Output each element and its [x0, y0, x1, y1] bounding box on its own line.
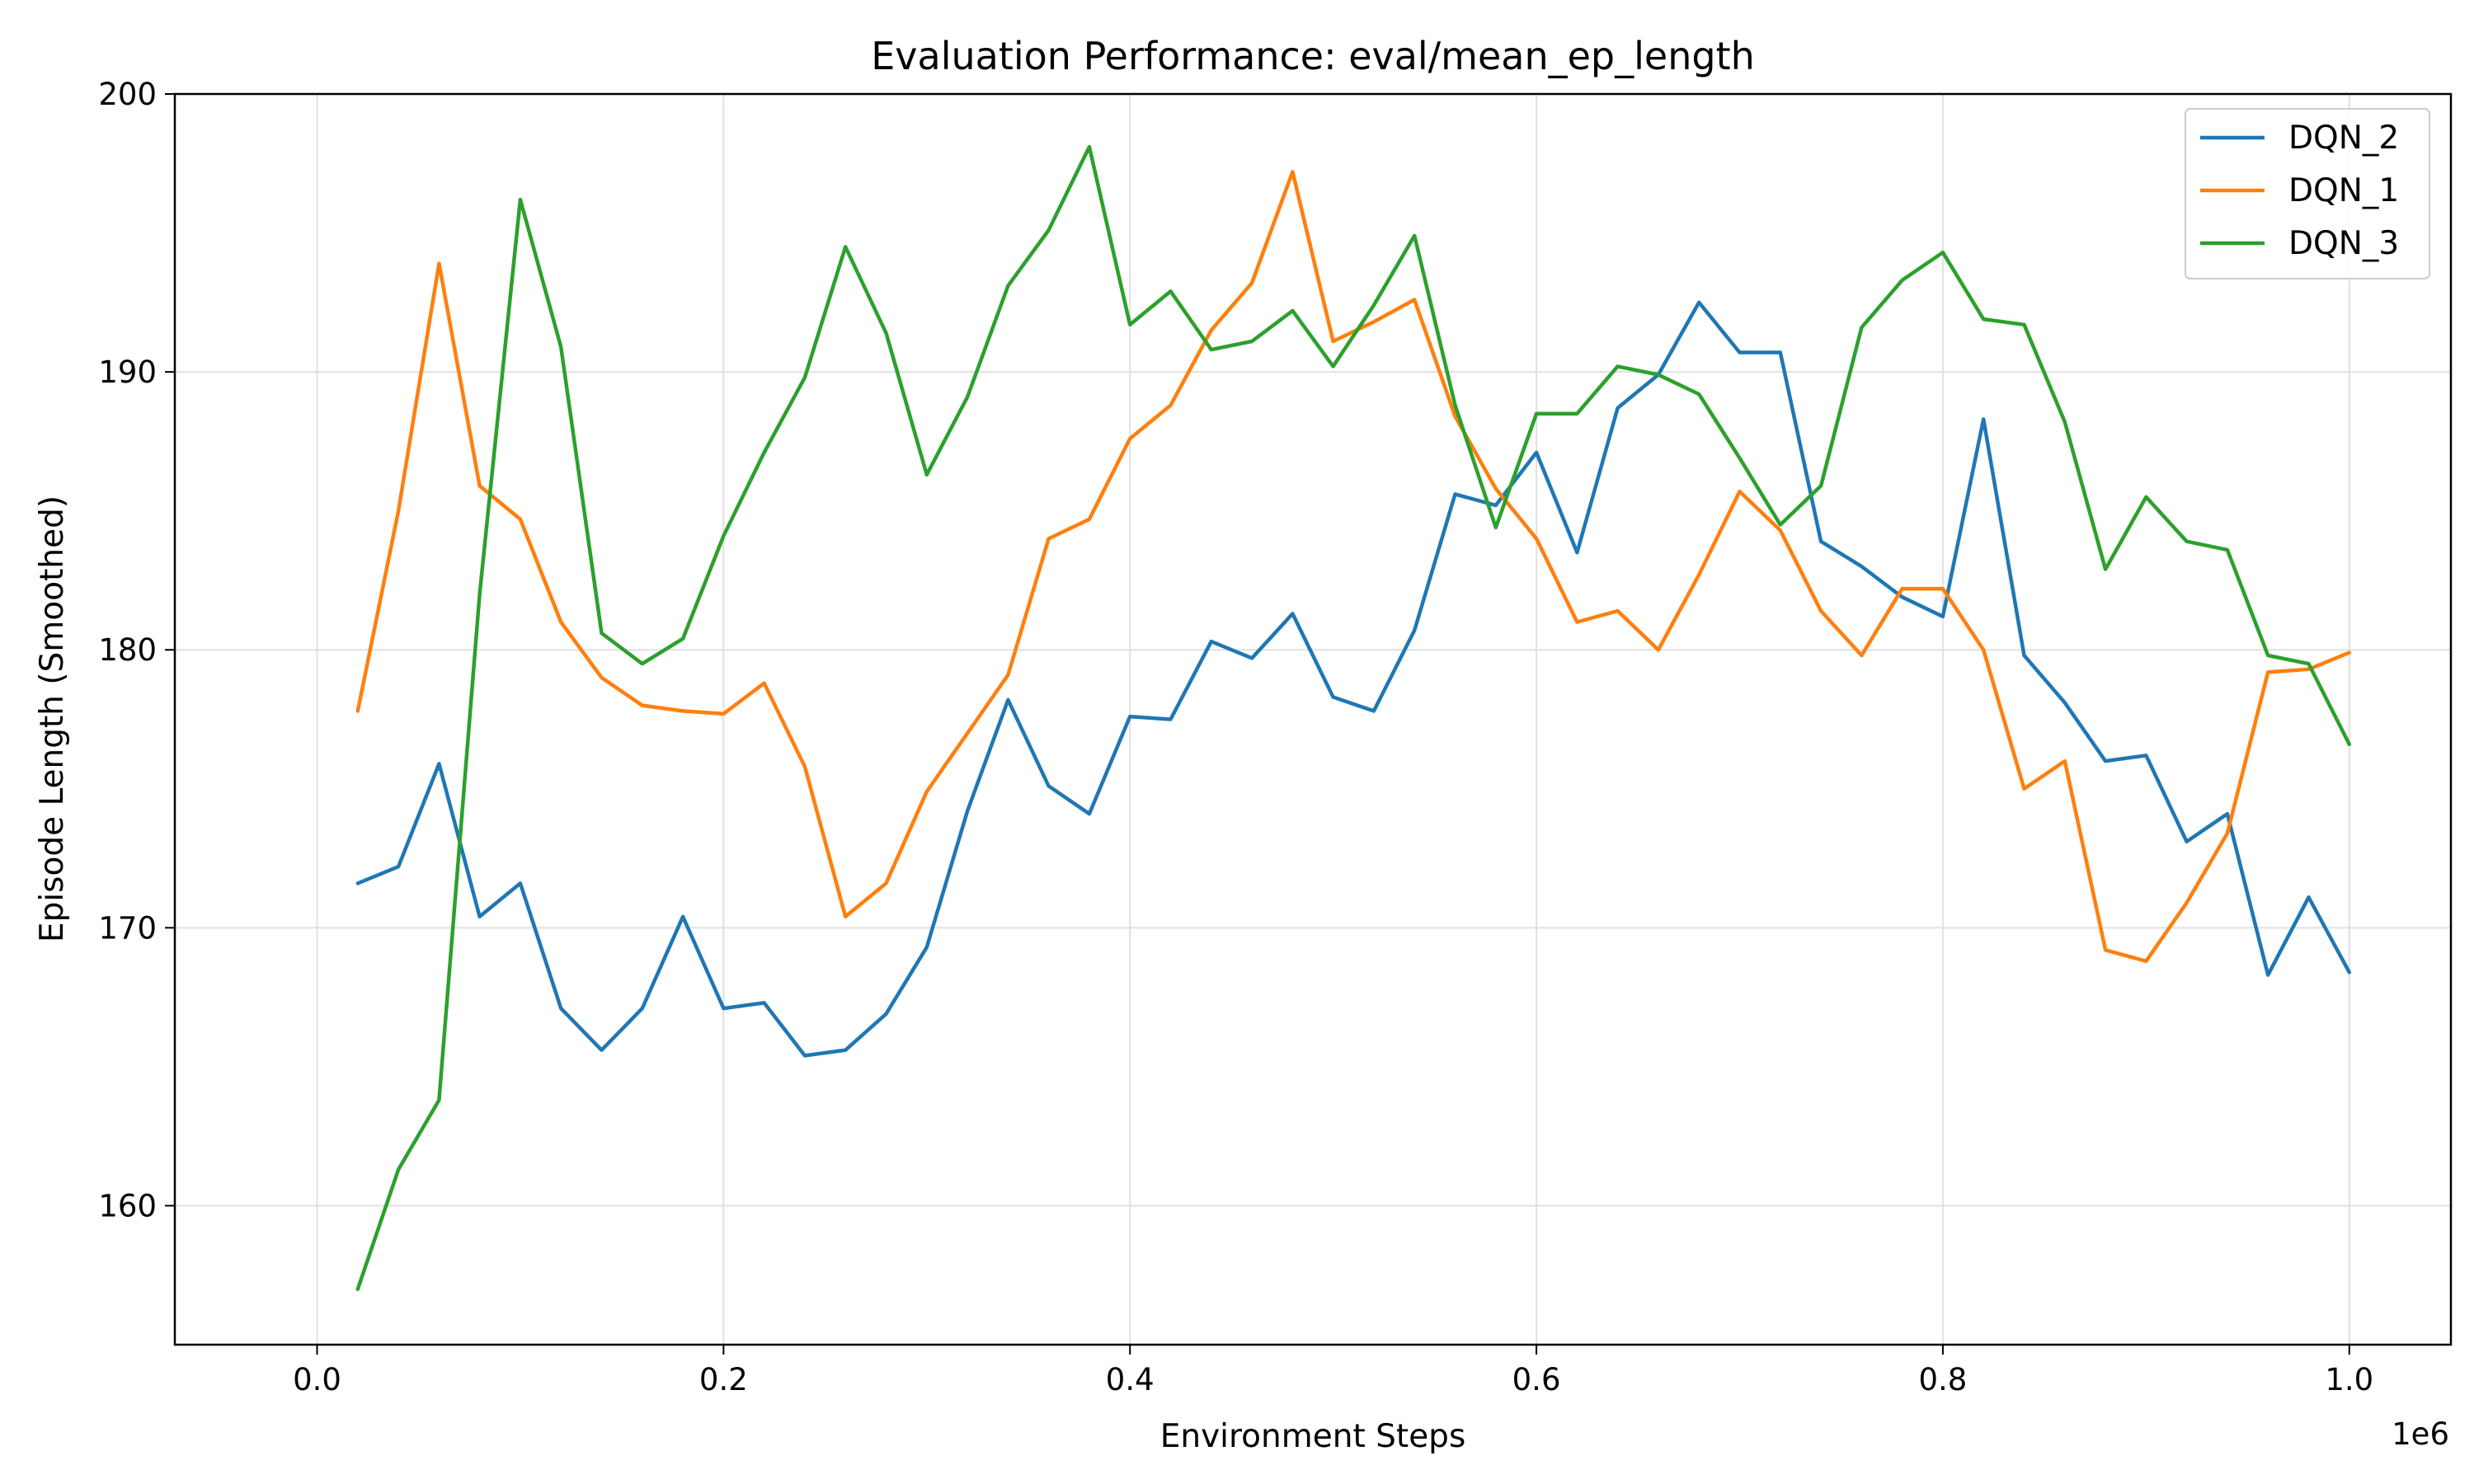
series-line-dqn-2 [355, 300, 2352, 1058]
y-tick-label: 190 [98, 355, 157, 390]
x-tick-label: 0.4 [1106, 1362, 1155, 1397]
x-axis-offset-label: 1e6 [2392, 1416, 2449, 1452]
legend-label-dqn-1: DQN_1 [2288, 172, 2399, 209]
series-line-dqn-3 [355, 144, 2352, 1291]
legend-box [2185, 108, 2430, 279]
chart-title: Evaluation Performance: eval/mean_ep_len… [871, 34, 1755, 78]
y-axis-ticks: 160 170 180 190 200 [98, 77, 175, 1223]
legend: DQN_2 DQN_1 DQN_3 [2185, 108, 2430, 279]
x-tick-label: 0.2 [699, 1362, 748, 1397]
y-tick-label: 160 [98, 1188, 157, 1223]
x-tick-label: 1.0 [2325, 1362, 2373, 1397]
plot-frame [173, 92, 2453, 1346]
x-tick-label: 0.6 [1512, 1362, 1561, 1397]
y-axis-label: Episode Length (Smoothed) [34, 495, 71, 942]
x-axis-label: Environment Steps [1160, 1418, 1466, 1455]
series-line-dqn-1 [355, 170, 2352, 964]
y-tick-label: 170 [98, 910, 157, 946]
legend-label-dqn-2: DQN_2 [2288, 120, 2399, 157]
series-lines [355, 144, 2352, 1291]
x-axis-ticks: 0.0 0.2 0.4 0.6 0.8 1.0 [293, 1345, 2373, 1397]
x-tick-label: 0.8 [1919, 1362, 1968, 1397]
legend-label-dqn-3: DQN_3 [2288, 225, 2399, 262]
x-tick-label: 0.0 [293, 1362, 341, 1397]
y-tick-label: 200 [98, 77, 157, 112]
y-tick-label: 180 [98, 632, 157, 668]
